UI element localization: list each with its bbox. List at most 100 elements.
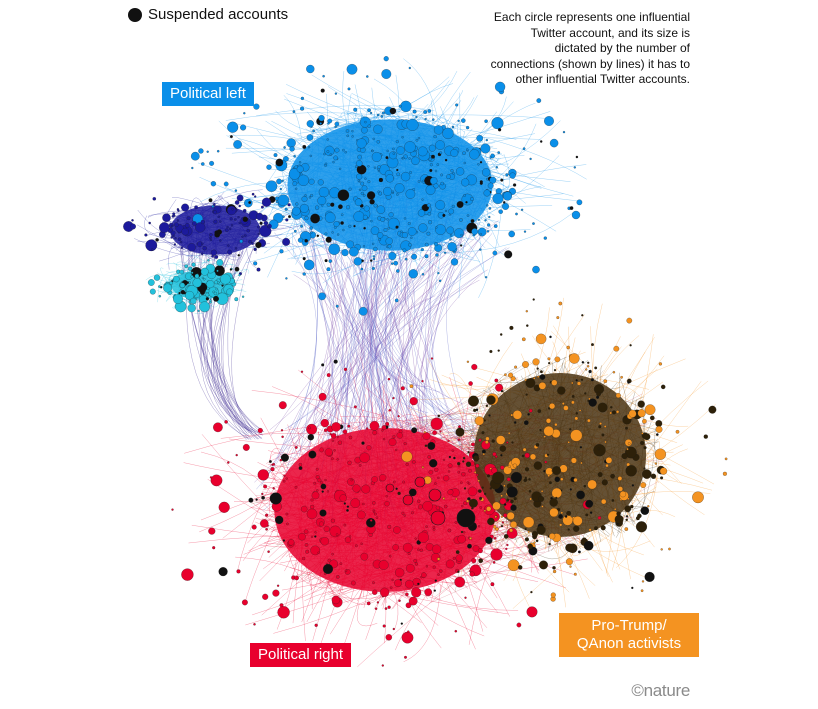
bridge-edge <box>274 232 477 431</box>
bridge-edge <box>434 519 536 597</box>
account-node <box>573 572 577 576</box>
account-node <box>402 480 405 484</box>
account-node <box>597 472 603 478</box>
suspended-node <box>543 469 546 473</box>
suspended-node <box>467 543 472 549</box>
account-node <box>382 624 386 628</box>
account-node <box>202 277 206 281</box>
account-node <box>181 203 190 212</box>
account-node <box>532 222 535 226</box>
account-node <box>463 487 467 490</box>
account-node <box>722 471 727 476</box>
account-node <box>314 205 320 210</box>
suspended-node <box>429 168 433 173</box>
account-node <box>185 290 195 301</box>
account-node <box>297 174 310 187</box>
account-node <box>626 447 629 451</box>
account-node <box>309 504 315 510</box>
account-node <box>458 425 462 429</box>
account-node <box>419 548 424 552</box>
account-node <box>490 548 503 561</box>
account-node <box>326 373 331 378</box>
bridge-edge <box>186 205 251 440</box>
suspended-node <box>589 511 593 514</box>
account-node <box>524 378 527 382</box>
network-edge <box>615 441 660 569</box>
account-node <box>635 521 648 533</box>
account-node <box>478 558 484 564</box>
account-node <box>149 288 156 295</box>
account-node <box>489 487 492 490</box>
account-node <box>486 229 490 233</box>
account-node <box>477 227 487 237</box>
account-node <box>469 537 472 540</box>
account-node <box>369 420 380 431</box>
account-node <box>170 230 176 236</box>
account-node <box>343 523 347 527</box>
account-node <box>152 196 157 201</box>
account-node <box>431 118 435 121</box>
account-node <box>411 587 422 598</box>
account-node <box>372 246 378 252</box>
account-node <box>234 189 238 192</box>
account-node <box>288 168 301 180</box>
account-node <box>521 454 525 458</box>
bridge-edge <box>197 223 262 435</box>
account-node <box>424 117 427 121</box>
account-node <box>553 368 557 372</box>
account-node <box>272 462 276 466</box>
account-node <box>171 214 175 218</box>
suspended-node <box>442 213 446 217</box>
account-node <box>435 226 438 229</box>
account-node <box>267 225 270 229</box>
account-node <box>605 463 609 468</box>
suspended-node <box>434 579 437 582</box>
account-node <box>171 508 174 511</box>
account-node <box>309 154 312 158</box>
account-node <box>333 221 340 228</box>
account-node <box>410 511 414 515</box>
account-node <box>538 495 545 502</box>
bridge-edge <box>406 244 445 429</box>
account-node <box>385 634 393 641</box>
account-node <box>428 488 442 502</box>
account-node <box>367 124 371 128</box>
account-node <box>213 219 218 224</box>
account-node <box>333 449 336 452</box>
account-node <box>455 427 465 437</box>
suspended-node <box>500 178 504 182</box>
account-node <box>372 137 375 141</box>
account-node <box>371 475 378 483</box>
account-node <box>369 111 373 115</box>
account-node <box>387 244 392 249</box>
bridge-edge <box>269 291 346 431</box>
account-node <box>482 168 491 177</box>
account-node <box>559 523 563 527</box>
account-node <box>318 114 325 122</box>
account-node <box>177 237 182 241</box>
account-node <box>625 465 637 477</box>
account-node <box>639 440 645 446</box>
network-edge <box>478 532 577 556</box>
account-node <box>238 204 241 208</box>
account-node <box>432 527 436 531</box>
account-node <box>339 562 343 566</box>
account-node <box>317 179 324 186</box>
account-node <box>487 182 494 189</box>
account-node <box>443 251 447 255</box>
account-node <box>392 480 396 484</box>
account-node <box>522 147 526 151</box>
account-node <box>443 475 450 482</box>
account-node <box>492 561 496 564</box>
account-node <box>360 267 364 271</box>
account-node <box>211 205 215 208</box>
account-node <box>499 445 507 452</box>
account-node <box>381 425 387 430</box>
account-node <box>488 215 491 219</box>
account-node <box>525 393 528 396</box>
account-node <box>200 252 204 256</box>
bridge-edge <box>285 279 480 475</box>
account-node <box>259 519 269 528</box>
account-node <box>417 180 421 183</box>
account-node <box>489 349 493 354</box>
